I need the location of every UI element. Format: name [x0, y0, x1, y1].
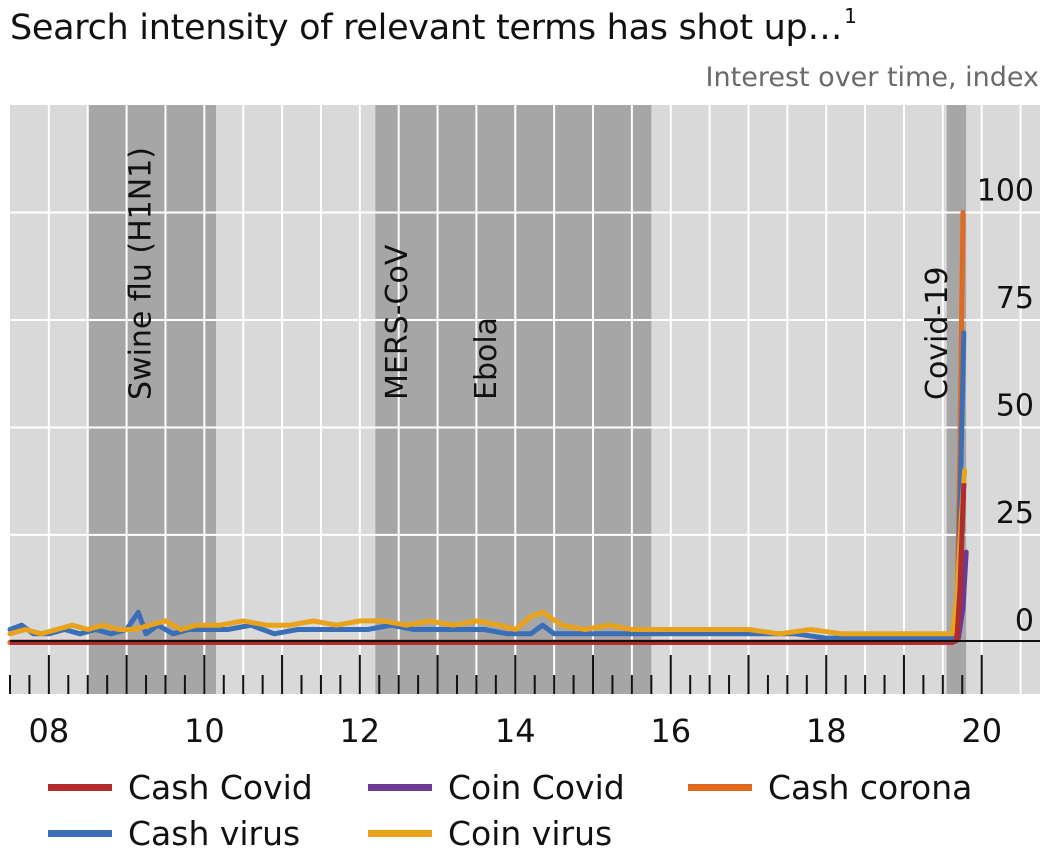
legend-swatch [48, 784, 112, 791]
x-tick-label: 16 [650, 712, 691, 750]
x-tick-label: 14 [495, 712, 536, 750]
chart-title-text: Search intensity of relevant terms has s… [10, 8, 843, 48]
legend-item: Coin Covid [368, 768, 625, 807]
period-label: Swine flu (H1N1) [123, 147, 158, 400]
x-tick-label: 10 [184, 712, 225, 750]
period-label: Covid-19 [920, 267, 955, 400]
legend-item: Cash Covid [48, 768, 313, 807]
legend-label: Cash Covid [128, 768, 313, 807]
y-tick-label: 100 [977, 173, 1034, 208]
legend-swatch [368, 830, 432, 837]
chart-subtitle: Interest over time, index [705, 62, 1039, 93]
period-label: Ebola [469, 317, 504, 400]
x-tick-label: 18 [806, 712, 847, 750]
legend-label: Coin Covid [448, 768, 625, 807]
legend-item: Coin virus [368, 814, 612, 853]
y-tick-label: 0 [1015, 603, 1034, 638]
chart-title: Search intensity of relevant terms has s… [10, 4, 857, 48]
legend-swatch [368, 784, 432, 791]
y-tick-label: 25 [996, 496, 1034, 531]
period-label: MERS-CoV [380, 244, 415, 400]
legend-swatch [688, 784, 752, 791]
title-footnote: 1 [844, 4, 857, 28]
x-tick-label: 12 [339, 712, 380, 750]
y-tick-label: 75 [996, 281, 1034, 316]
x-tick-label: 20 [961, 712, 1002, 750]
legend-item: Cash virus [48, 814, 300, 853]
shaded-period [87, 105, 217, 694]
legend-label: Cash virus [128, 814, 301, 853]
legend-label: Cash corona [768, 768, 973, 807]
legend-label: Coin virus [448, 814, 613, 853]
legend-item: Cash corona [688, 768, 972, 807]
legend-swatch [48, 830, 112, 837]
y-tick-label: 50 [996, 388, 1034, 423]
series-line [7, 467, 968, 637]
x-tick-label: 08 [29, 712, 70, 750]
